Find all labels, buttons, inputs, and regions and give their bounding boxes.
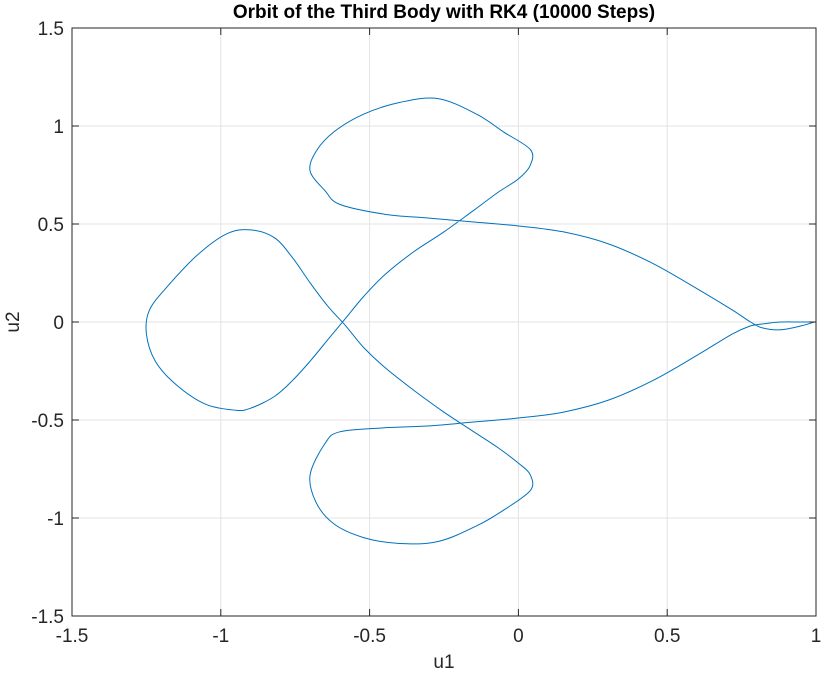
y-tick-label: -0.5 bbox=[31, 411, 64, 432]
y-tick-label: -1 bbox=[47, 509, 64, 530]
x-axis-label: u1 bbox=[433, 652, 454, 673]
y-tick-label: 0.5 bbox=[38, 215, 64, 236]
tick-layer: -1.5 -1 -0.5 0 0.5 1 -1.5 -1 -0.5 0 0.5 1 1.5 bbox=[31, 19, 821, 647]
series-layer bbox=[145, 97, 815, 545]
x-tick-label: -0.5 bbox=[353, 626, 386, 647]
x-tick-label: 0.5 bbox=[654, 626, 680, 647]
x-tick-label: 0 bbox=[513, 626, 524, 647]
y-tick-label: -1.5 bbox=[31, 607, 64, 628]
y-tick-label: 0 bbox=[53, 313, 64, 334]
chart-title: Orbit of the Third Body with RK4 (10000 … bbox=[233, 2, 655, 23]
x-tick-label: 1 bbox=[811, 626, 822, 647]
orbit-series-line bbox=[145, 97, 815, 545]
y-tick-label: 1 bbox=[53, 117, 64, 138]
x-tick-label: -1.5 bbox=[56, 626, 89, 647]
y-tick-label: 1.5 bbox=[38, 19, 64, 40]
x-tick-label: -1 bbox=[212, 626, 229, 647]
y-axis-label: u2 bbox=[3, 311, 24, 332]
